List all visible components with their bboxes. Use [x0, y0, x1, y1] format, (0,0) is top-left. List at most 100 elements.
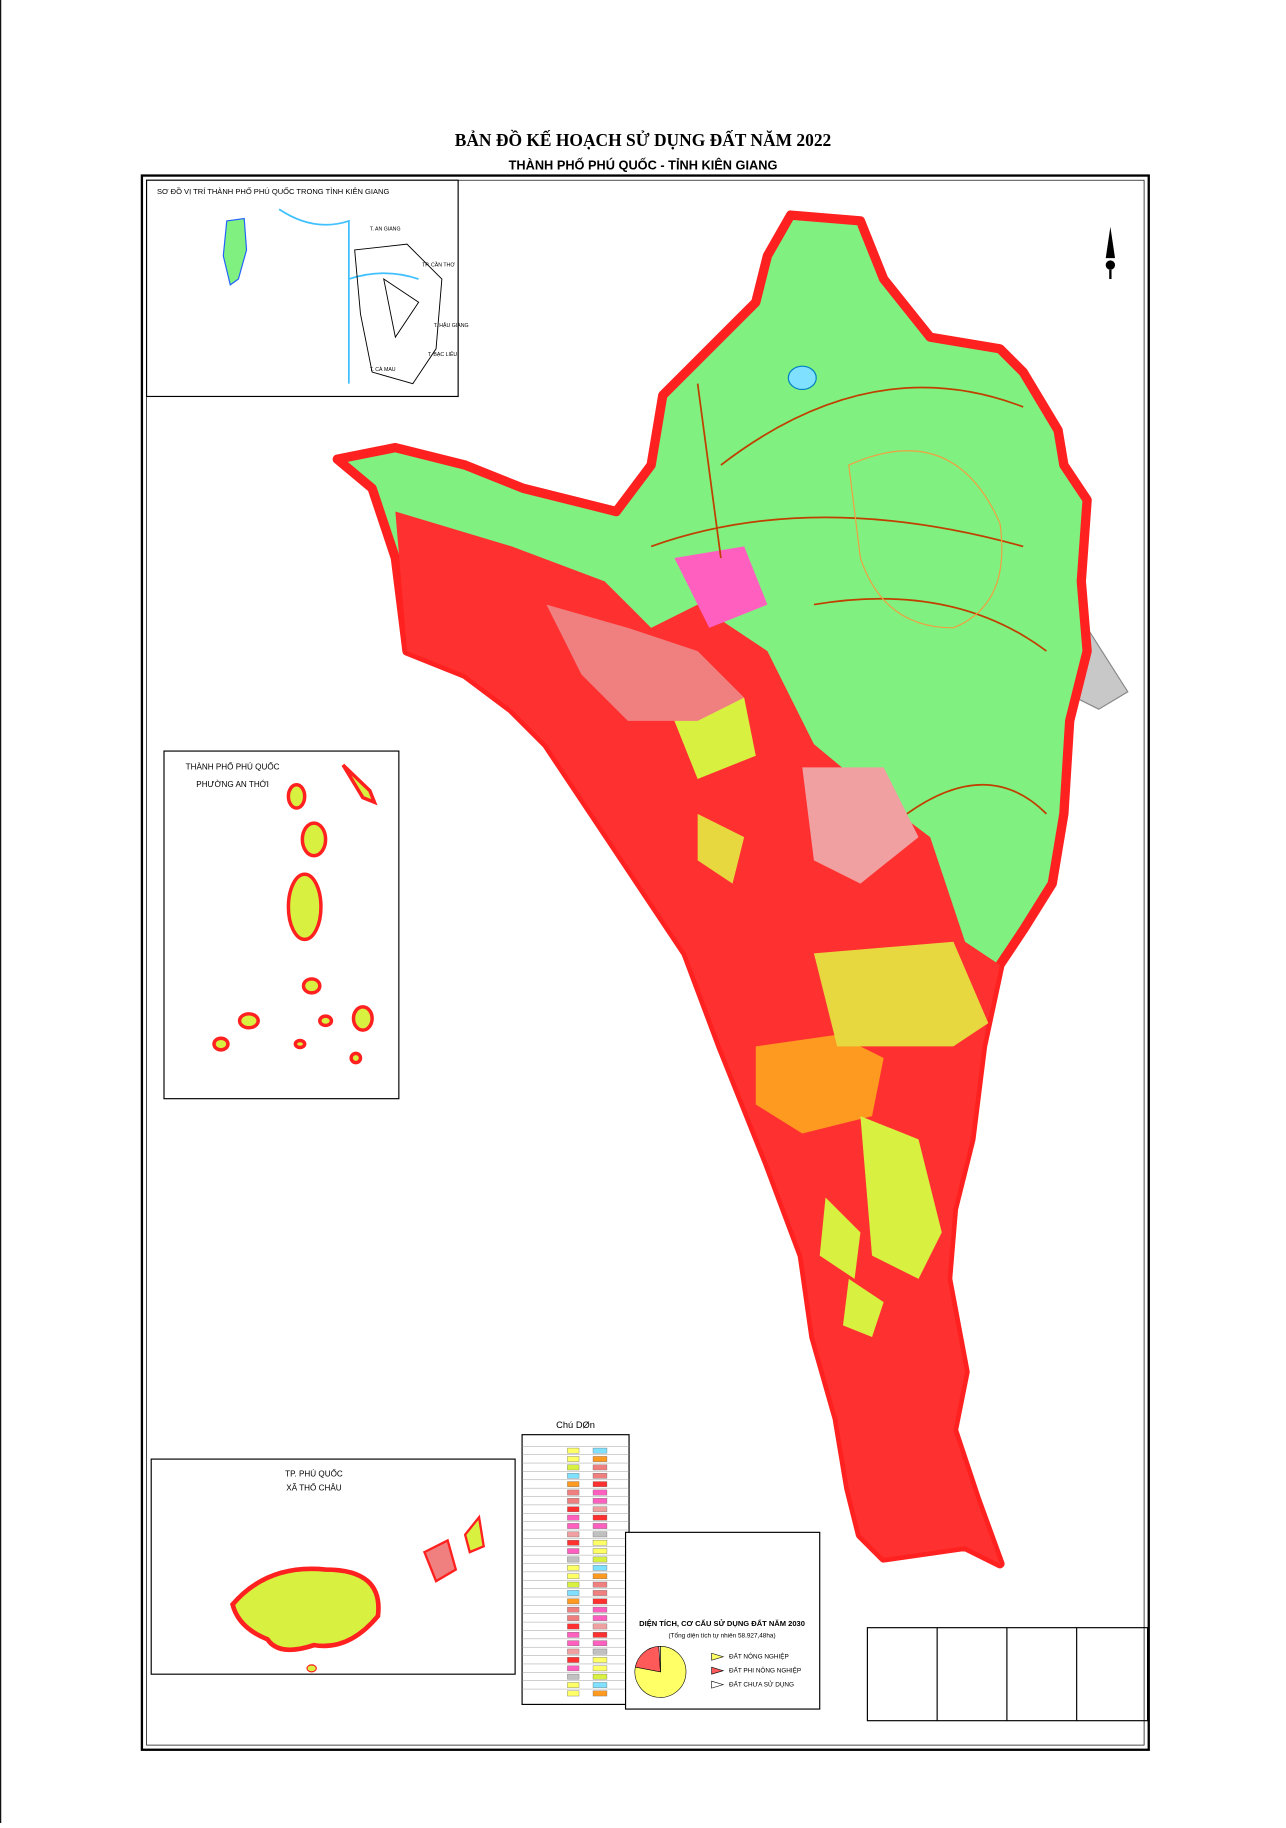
inset-label: T. CÀ MAU	[370, 366, 396, 373]
pink-zone	[546, 604, 745, 721]
pink-zone	[802, 767, 919, 884]
yellow-zone	[842, 1278, 884, 1338]
chart-subtitle: (Tổng diện tích tự nhiên 58.927,48ha)	[669, 1632, 776, 1640]
pie-slice	[658, 1645, 661, 1672]
yellow-zone	[819, 1197, 861, 1279]
legend-swatch	[592, 1539, 608, 1546]
legend-swatch	[592, 1581, 608, 1588]
inset-subtitle: PHƯỜNG AN THỚI	[196, 779, 269, 789]
legend-swatch	[567, 1489, 580, 1496]
pie	[634, 1645, 687, 1698]
chart-title: DIỆN TÍCH, CƠ CẤU SỬ DỤNG ĐẤT NĂM 2030	[639, 1618, 805, 1628]
legend-swatch	[592, 1472, 608, 1479]
legend-marker	[711, 1680, 725, 1689]
legend-swatch	[592, 1623, 608, 1630]
legend-swatch	[567, 1598, 580, 1605]
legend-swatch	[592, 1556, 608, 1563]
legend-swatch	[592, 1665, 608, 1672]
legend-swatch	[592, 1464, 608, 1471]
legend-swatch	[567, 1456, 580, 1462]
islet	[306, 1664, 317, 1673]
inset-title: SƠ ĐỒ VỊ TRÍ THÀNH PHỐ PHÚ QUỐC TRONG TỈ…	[157, 186, 389, 196]
legend-swatch	[592, 1615, 608, 1621]
legend-swatch	[592, 1690, 608, 1697]
pie-legend: ĐẤT NÔNG NGHIỆP ĐẤT PHI NÔNG NGHIỆP ĐẤT CH…	[711, 1650, 801, 1689]
legend-swatch	[592, 1682, 608, 1688]
inset-label: TP. CẦN THƠ	[422, 261, 455, 268]
location-inset: SƠ ĐỒ VỊ TRÍ THÀNH PHỐ PHÚ QUỐC TRONG TỈ…	[145, 179, 469, 398]
legend-swatch	[592, 1640, 608, 1646]
legend-swatch	[592, 1598, 608, 1605]
legend-swatch	[592, 1489, 608, 1496]
main-island	[332, 210, 1129, 1569]
yellow-zone	[860, 1116, 942, 1279]
legend-marker	[711, 1666, 725, 1675]
legend-swatch	[592, 1447, 608, 1454]
inset-title: TP. PHÚ QUỐC	[285, 1467, 343, 1478]
legend-swatch	[567, 1590, 580, 1596]
legend-swatch	[567, 1565, 580, 1571]
legend-swatch	[567, 1481, 580, 1487]
legend-swatch	[592, 1673, 608, 1680]
legend-swatch	[592, 1531, 608, 1538]
lake	[787, 365, 817, 391]
contours	[848, 450, 1003, 629]
legend-swatch	[567, 1464, 580, 1471]
legend-swatch	[592, 1523, 608, 1529]
legend-swatch	[567, 1606, 580, 1613]
legend-swatch	[592, 1648, 608, 1655]
tho-chau-inset: TP. PHÚ QUỐC XÃ THỔ CHÂU	[150, 1458, 516, 1675]
inset-districts	[354, 243, 443, 385]
inset-coast	[278, 208, 419, 384]
yellow-zone	[813, 941, 989, 1047]
magenta-zone	[674, 546, 768, 628]
legend-swatch	[592, 1632, 608, 1638]
legend-swatch	[567, 1539, 580, 1546]
legend-swatch	[592, 1590, 608, 1596]
legend-swatch	[567, 1615, 580, 1621]
roads	[650, 383, 1048, 815]
legend-swatch	[567, 1556, 580, 1563]
inset-frame	[145, 179, 459, 398]
map-frame-inner	[146, 179, 1145, 1746]
yellow-zone	[697, 813, 745, 884]
inset-label: T. AN GIANG	[370, 226, 401, 232]
legend-swatch	[567, 1514, 580, 1521]
legend-swatch	[567, 1523, 580, 1529]
legend-swatch	[592, 1606, 608, 1613]
islet	[463, 1514, 486, 1554]
legend-swatch	[567, 1573, 580, 1580]
legend-swatch	[592, 1657, 608, 1663]
legend-swatch	[592, 1481, 608, 1487]
legend-swatch	[567, 1498, 580, 1504]
legend-swatch	[567, 1632, 580, 1638]
inset-island	[222, 217, 248, 286]
legend-swatch	[567, 1682, 580, 1688]
legend-swatch	[567, 1531, 580, 1538]
inset-subtitle: XÃ THỔ CHÂU	[286, 1481, 342, 1492]
islet	[422, 1538, 458, 1583]
legend-swatch	[567, 1673, 580, 1680]
legend-swatch	[567, 1657, 580, 1663]
legend-swatch	[567, 1640, 580, 1646]
pie-slice	[634, 1645, 687, 1698]
legend-label: ĐẤT NÔNG NGHIỆP	[729, 1650, 789, 1660]
legend-rows	[522, 1446, 630, 1697]
north-arrow	[1105, 226, 1116, 280]
legend-swatch	[592, 1498, 608, 1504]
map-title: BẢN ĐỒ KẾ HOẠCH SỬ DỤNG ĐẤT NĂM 2022	[455, 130, 832, 150]
legend-swatch	[567, 1472, 580, 1479]
legend-label: ĐẤT PHI NÔNG NGHIỆP	[729, 1664, 801, 1674]
legend: Chú DØn	[521, 1420, 630, 1705]
legend-swatch	[567, 1665, 580, 1672]
map-frame	[140, 174, 1150, 1751]
legend-swatch	[567, 1690, 580, 1697]
legend-swatch	[567, 1581, 580, 1588]
legend-swatch	[567, 1447, 580, 1454]
legend-label: ĐẤT CHƯA SỬ DỤNG	[729, 1678, 794, 1688]
inset-label: T. BẠC LIÊU	[428, 350, 458, 358]
legend-swatch	[567, 1506, 580, 1513]
legend-swatch	[592, 1565, 608, 1571]
